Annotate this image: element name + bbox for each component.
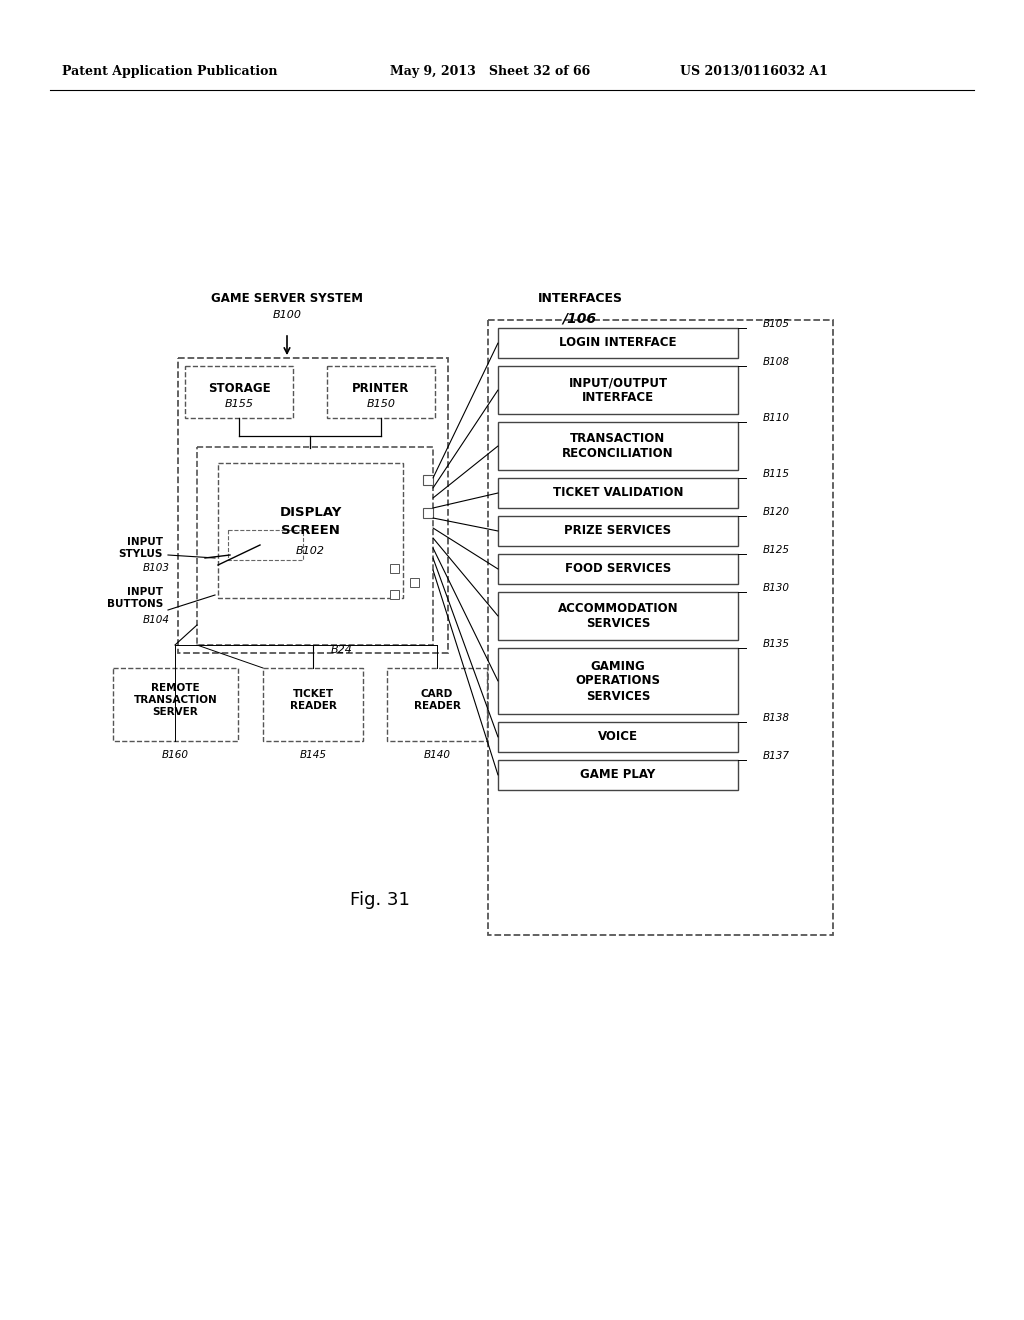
Text: INTERFACES: INTERFACES xyxy=(538,292,623,305)
Text: TRANSACTION
RECONCILIATION: TRANSACTION RECONCILIATION xyxy=(562,432,674,459)
Bar xyxy=(197,447,433,645)
Text: TICKET VALIDATION: TICKET VALIDATION xyxy=(553,487,683,499)
Text: CARD
READER: CARD READER xyxy=(414,689,461,710)
Bar xyxy=(228,531,303,560)
Text: Fig. 31: Fig. 31 xyxy=(350,891,410,909)
Text: GAME PLAY: GAME PLAY xyxy=(581,768,655,781)
Text: B24: B24 xyxy=(331,645,353,655)
Bar xyxy=(390,564,399,573)
Bar xyxy=(423,475,433,484)
Text: TICKET
READER: TICKET READER xyxy=(290,689,337,710)
Text: B135: B135 xyxy=(763,639,790,649)
Text: INPUT
BUTTONS: INPUT BUTTONS xyxy=(106,587,163,609)
Text: STORAGE: STORAGE xyxy=(208,381,270,395)
Bar xyxy=(498,327,738,358)
Text: B160: B160 xyxy=(162,750,189,760)
Text: B115: B115 xyxy=(763,469,790,479)
Text: May 9, 2013   Sheet 32 of 66: May 9, 2013 Sheet 32 of 66 xyxy=(390,66,590,78)
Text: B145: B145 xyxy=(299,750,327,760)
Text: VOICE: VOICE xyxy=(598,730,638,743)
Bar xyxy=(178,358,449,653)
Text: B140: B140 xyxy=(424,750,451,760)
Text: SCREEN: SCREEN xyxy=(281,524,340,536)
Bar xyxy=(218,463,403,598)
Bar xyxy=(498,516,738,546)
Text: PRINTER: PRINTER xyxy=(352,381,410,395)
Text: B120: B120 xyxy=(763,507,790,517)
Bar xyxy=(498,648,738,714)
Text: DISPLAY: DISPLAY xyxy=(280,507,342,520)
Bar xyxy=(498,554,738,583)
Text: REMOTE
TRANSACTION
SERVER: REMOTE TRANSACTION SERVER xyxy=(133,684,217,717)
Bar xyxy=(185,366,293,418)
Bar xyxy=(498,591,738,640)
Text: B125: B125 xyxy=(763,545,790,554)
Text: GAMING
OPERATIONS
SERVICES: GAMING OPERATIONS SERVICES xyxy=(575,660,660,702)
Text: B108: B108 xyxy=(763,356,790,367)
Text: B110: B110 xyxy=(763,413,790,422)
Text: B105: B105 xyxy=(763,319,790,329)
Text: /106: /106 xyxy=(562,312,596,325)
Text: B137: B137 xyxy=(763,751,790,762)
Bar xyxy=(113,668,238,741)
Text: B150: B150 xyxy=(367,399,395,409)
Bar xyxy=(498,422,738,470)
Bar xyxy=(263,668,362,741)
Text: B102: B102 xyxy=(296,546,325,556)
Bar xyxy=(498,760,738,789)
Text: LOGIN INTERFACE: LOGIN INTERFACE xyxy=(559,337,677,350)
Bar xyxy=(390,590,399,599)
Bar xyxy=(387,668,487,741)
Bar xyxy=(498,366,738,414)
Text: FOOD SERVICES: FOOD SERVICES xyxy=(565,562,671,576)
Bar xyxy=(423,508,433,517)
Text: B103: B103 xyxy=(143,564,170,573)
Text: US 2013/0116032 A1: US 2013/0116032 A1 xyxy=(680,66,827,78)
Bar xyxy=(410,578,419,587)
Bar xyxy=(488,319,833,935)
Text: ACCOMMODATION
SERVICES: ACCOMMODATION SERVICES xyxy=(558,602,678,630)
Text: B130: B130 xyxy=(763,583,790,593)
Text: B104: B104 xyxy=(143,615,170,624)
Text: B100: B100 xyxy=(272,310,301,319)
Text: GAME SERVER SYSTEM: GAME SERVER SYSTEM xyxy=(211,292,362,305)
Text: INPUT/OUTPUT
INTERFACE: INPUT/OUTPUT INTERFACE xyxy=(568,376,668,404)
Bar xyxy=(498,478,738,508)
Bar xyxy=(498,722,738,752)
Text: Patent Application Publication: Patent Application Publication xyxy=(62,66,278,78)
Text: PRIZE SERVICES: PRIZE SERVICES xyxy=(564,524,672,537)
Text: INPUT
STYLUS: INPUT STYLUS xyxy=(119,537,163,558)
Text: B155: B155 xyxy=(224,399,254,409)
Text: B138: B138 xyxy=(763,713,790,723)
Bar xyxy=(327,366,435,418)
